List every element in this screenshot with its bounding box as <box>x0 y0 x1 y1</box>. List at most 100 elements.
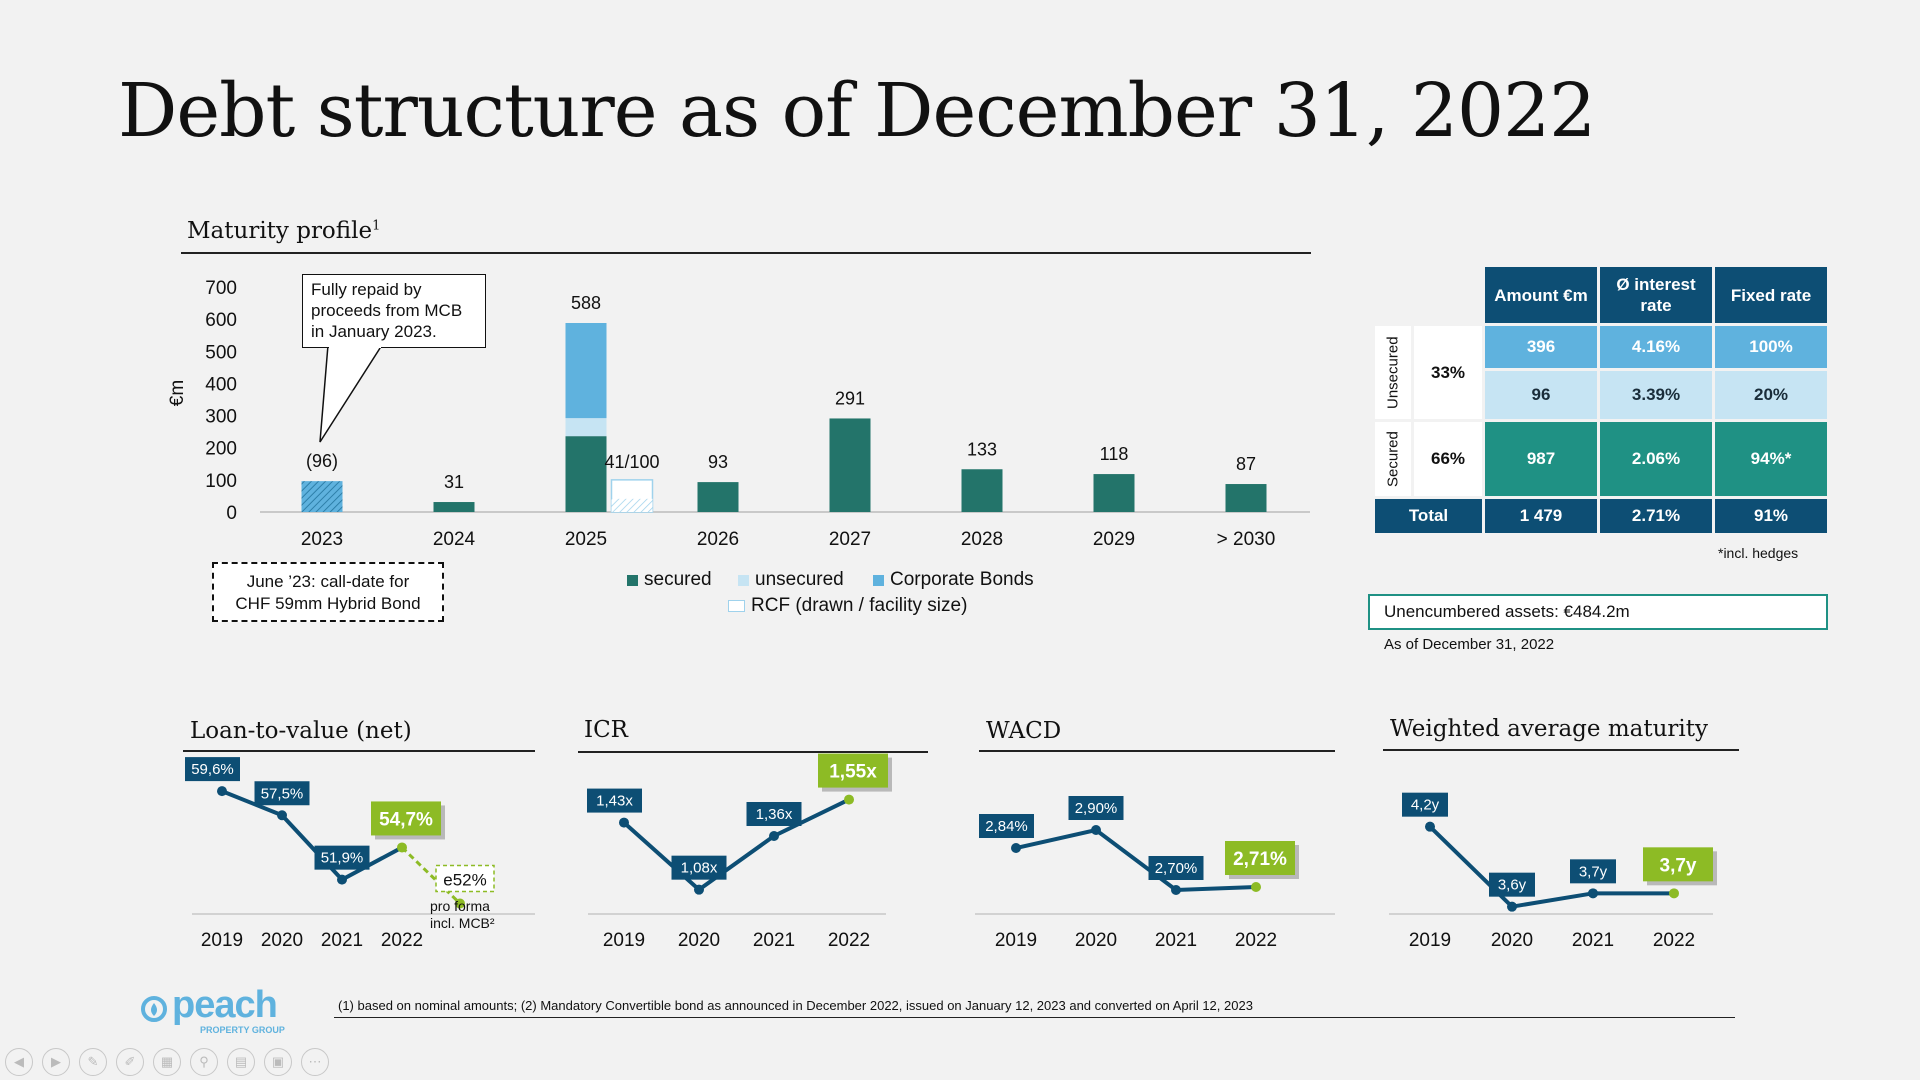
point-2021 <box>1588 888 1598 899</box>
logo-sub: PROPERTY GROUP <box>200 1025 285 1035</box>
label-2020: 57,5% <box>261 785 304 802</box>
label-box-2019 <box>587 788 642 813</box>
proforma-note-line-2: incl. MCB² <box>430 915 495 931</box>
label-box-2021 <box>1148 856 1204 880</box>
series-line <box>221 789 403 883</box>
maturity-data-labels: (96) 31 588 41/100 93 291 133 118 87 <box>306 293 1256 492</box>
label-2022: 3,7y <box>1660 855 1697 876</box>
label-box-2020 <box>1489 872 1535 897</box>
next-icon[interactable]: ▶ <box>42 1048 70 1076</box>
x-tick-2019: 2019 <box>1409 930 1451 951</box>
x-tick-2025: 2025 <box>565 529 607 550</box>
total-amount: 1 479 <box>1485 499 1597 533</box>
x-tick-2022: 2022 <box>1235 930 1277 951</box>
slides-icon[interactable]: ▦ <box>153 1048 181 1076</box>
label-box-2021 <box>746 802 802 826</box>
wam-rule <box>1383 749 1739 751</box>
legend-unsecured-swatch <box>738 574 749 586</box>
zoom-icon[interactable]: ⚲ <box>190 1048 218 1076</box>
data-label-2023: (96) <box>306 451 338 471</box>
label-box-2021 <box>314 845 370 870</box>
x-tick-2021: 2021 <box>753 930 795 951</box>
callout-line-2: proceeds from MCB <box>311 301 463 320</box>
label-2021: 3,7y <box>1579 863 1608 880</box>
subtitle-icon[interactable]: ▤ <box>227 1048 255 1076</box>
point-2019 <box>217 786 227 797</box>
label-2020: 2,90% <box>1075 800 1118 817</box>
x-tick-2019: 2019 <box>201 930 243 951</box>
label-2022: 2,71% <box>1233 849 1287 870</box>
callout-line-3: in January 2023. <box>311 322 437 341</box>
camera-off-icon[interactable]: ▣ <box>264 1048 292 1076</box>
x-tick-2020: 2020 <box>1075 930 1117 951</box>
label-2019: 1,43x <box>596 793 633 810</box>
label-box-2020 <box>254 781 310 806</box>
proforma-box <box>435 864 495 893</box>
maturity-title-sup: 1 <box>372 218 381 234</box>
secured-pct: 66% <box>1414 422 1482 496</box>
bar-secured-2027 <box>829 418 871 512</box>
cell-0-2: 100% <box>1715 326 1827 368</box>
y-tick-400: 400 <box>205 374 237 395</box>
cell-2-0: 987 <box>1485 422 1597 496</box>
hybrid-note-line-1: June ’23: call-date for <box>246 572 410 591</box>
proforma-note-line-1: pro forma <box>430 898 490 914</box>
data-label-2026: 93 <box>708 452 728 472</box>
x-tick-2024: 2024 <box>433 529 476 550</box>
bar-rcf-drawn <box>611 498 653 512</box>
wam-title: Weighted average maturity <box>1390 716 1708 742</box>
data-label-2024: 31 <box>444 472 464 492</box>
data-label-2025: 588 <box>571 293 601 313</box>
point-2019 <box>1011 843 1021 853</box>
x-tick-2021: 2021 <box>1572 930 1614 951</box>
x-tick-2022: 2022 <box>1653 930 1695 951</box>
point-2021 <box>1171 885 1181 895</box>
label-box-2020 <box>671 855 727 880</box>
label-box-2020 <box>1068 796 1124 820</box>
data-label-> 2030: 87 <box>1236 454 1256 474</box>
bar-secured-2026 <box>697 482 739 512</box>
prev-icon[interactable]: ◀ <box>5 1048 33 1076</box>
wam-chart: 2019 4,2y 2020 3,6y 2021 3,7y 2022 3,7y <box>1389 792 1717 951</box>
bar-secured-2028 <box>961 469 1003 512</box>
y-tick-100: 100 <box>205 471 237 492</box>
wacd-chart: 2019 2,84% 2020 2,90% 2021 2,70% 2022 2,71% <box>975 796 1335 951</box>
y-tick-600: 600 <box>205 310 237 331</box>
x-tick-2029: 2029 <box>1093 529 1135 550</box>
header-interest: Ø interest rate <box>1600 267 1712 323</box>
point-2020 <box>694 884 704 895</box>
legend-bonds-label: Corporate Bonds <box>890 569 1034 590</box>
label-2019: 4,2y <box>1411 797 1440 814</box>
bar-secured-2029 <box>1093 474 1135 512</box>
label-box-2021 <box>1570 859 1616 884</box>
legend-bonds-swatch <box>873 574 884 586</box>
label-2022: 1,55x <box>829 762 877 783</box>
point-2021 <box>769 831 779 841</box>
x-tick-2020: 2020 <box>678 930 720 951</box>
bar-secured-> 2030 <box>1225 484 1267 512</box>
label-2019: 59,6% <box>191 761 234 778</box>
pen-icon[interactable]: ✎ <box>79 1048 107 1076</box>
more-icon[interactable]: ⋯ <box>301 1048 329 1076</box>
highlighter-icon[interactable]: ✐ <box>116 1048 144 1076</box>
x-tick-2020: 2020 <box>261 930 303 951</box>
x-tick-2023: 2023 <box>301 529 343 550</box>
bar-secured-2024 <box>433 502 475 512</box>
legend-rcf-swatch <box>728 600 745 612</box>
x-tick-2021: 2021 <box>321 930 363 951</box>
icr-title: ICR <box>584 717 629 743</box>
x-tick-2026: 2026 <box>697 529 739 550</box>
callout-line-1: Fully repaid by <box>311 280 422 299</box>
cell-1-2: 20% <box>1715 371 1827 419</box>
page-title: Debt structure as of December 31, 2022 <box>118 68 1596 154</box>
data-label-2028: 133 <box>967 439 997 459</box>
debt-table: Amount €m Ø interest rate Fixed rate Uns… <box>1372 264 1830 536</box>
x-tick-2022: 2022 <box>381 930 423 951</box>
proforma-note: pro forma incl. MCB² <box>430 898 495 932</box>
x-tick-2019: 2019 <box>995 930 1037 951</box>
hybrid-note: June ’23: call-date for CHF 59mm Hybrid … <box>212 562 444 622</box>
x-tick-2027: 2027 <box>829 529 871 550</box>
legend-rcf: RCF (drawn / facility size) <box>728 595 967 617</box>
